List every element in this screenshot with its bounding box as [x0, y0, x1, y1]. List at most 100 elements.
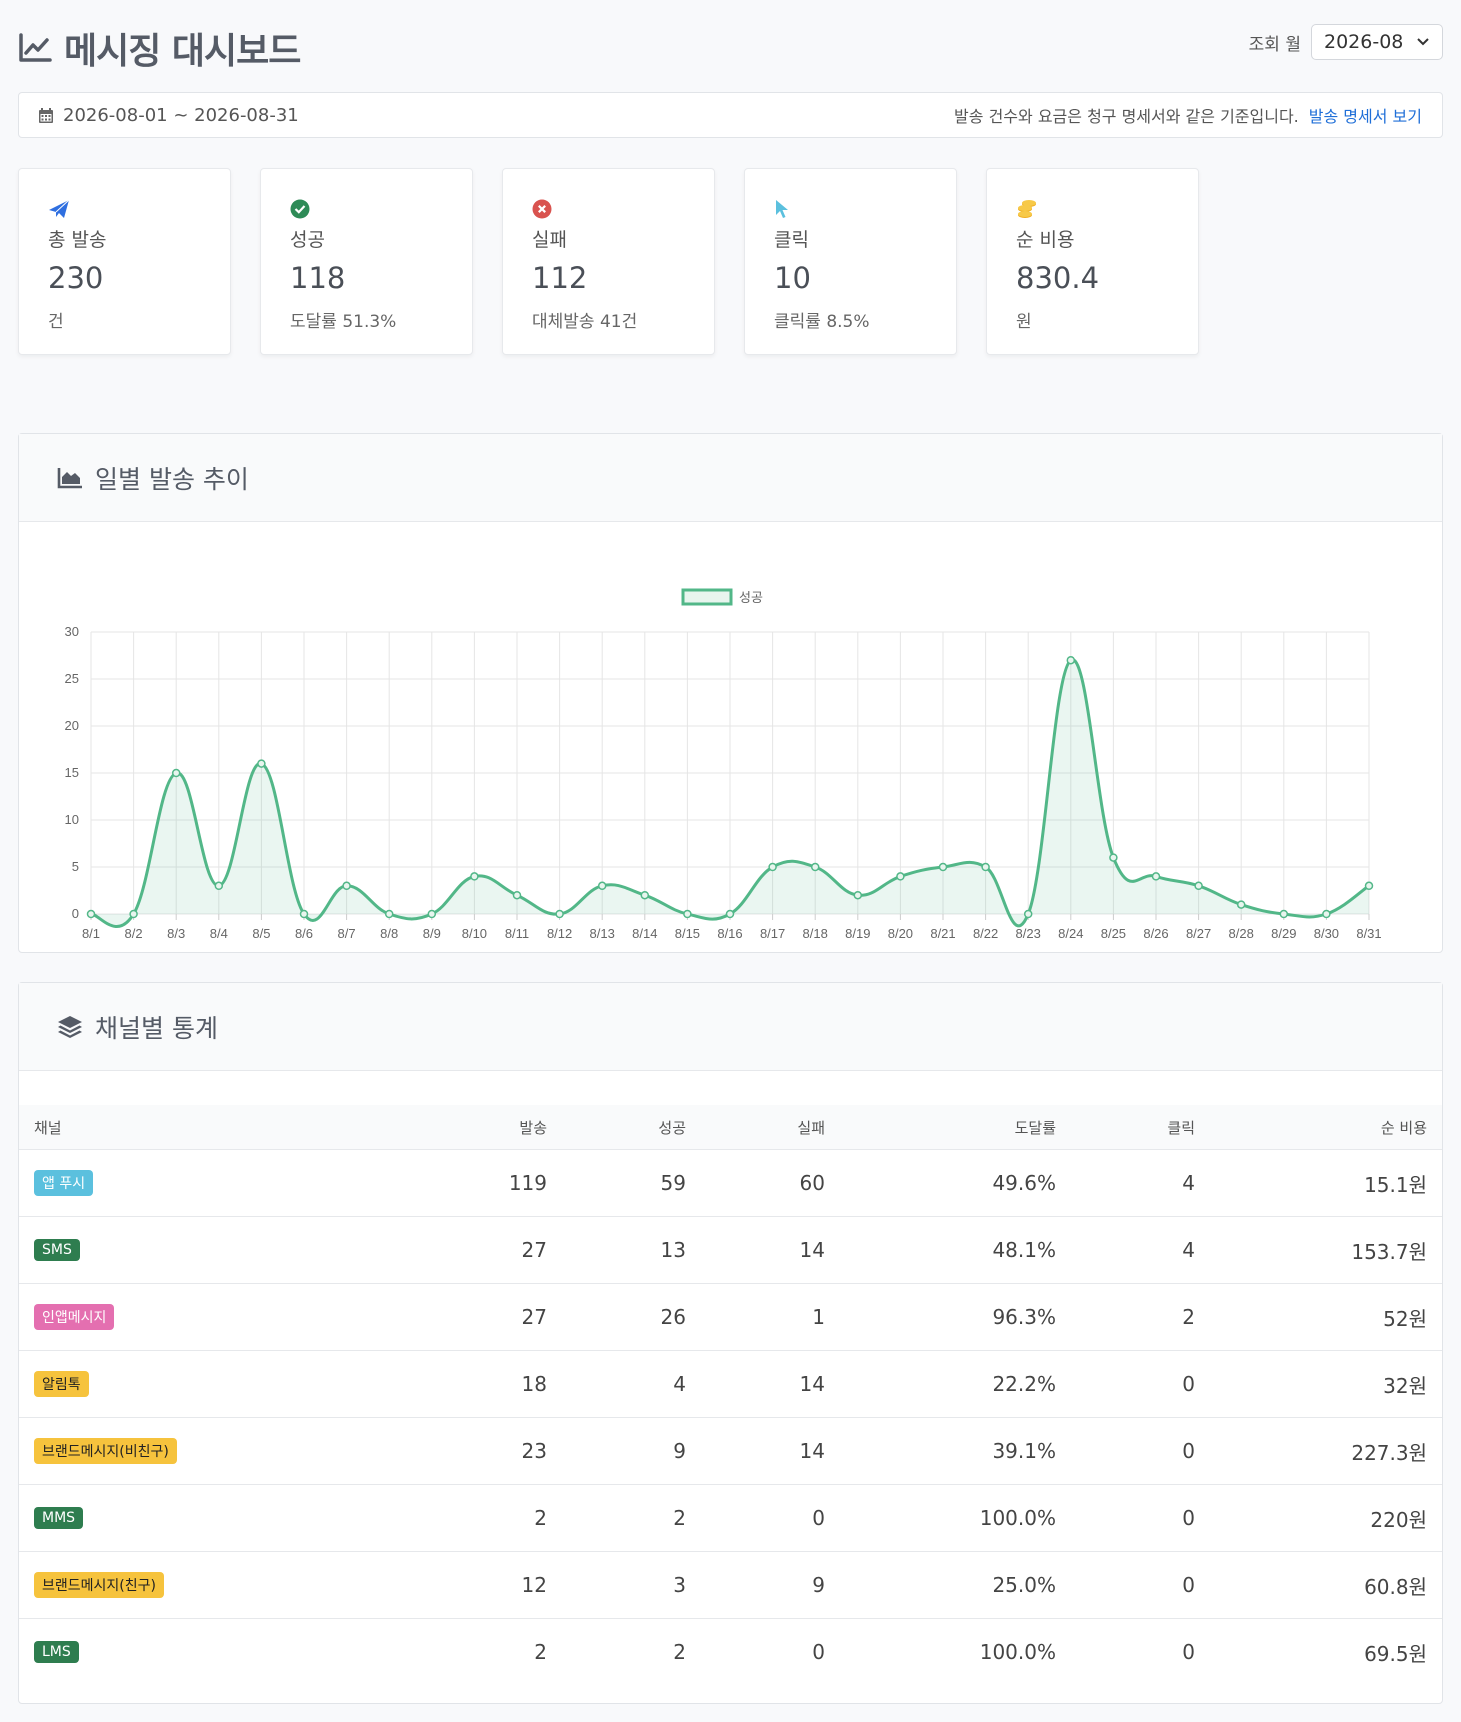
cell-success: 3: [673, 1573, 686, 1597]
y-tick-label: 30: [65, 624, 79, 639]
cell-send: 2: [534, 1506, 547, 1530]
x-tick-label: 8/17: [760, 926, 785, 941]
x-tick-label: 8/31: [1356, 926, 1381, 941]
col-header-fail: 실패: [797, 1118, 825, 1137]
cell-click: 0: [1182, 1439, 1195, 1463]
x-tick-label: 8/11: [505, 926, 529, 941]
cell-click: 0: [1182, 1573, 1195, 1597]
data-point: [1109, 853, 1118, 862]
panel-title: 채널별 통계: [95, 1013, 218, 1043]
cell-send: 18: [521, 1372, 547, 1396]
col-header-cost: 순 비용: [1380, 1118, 1427, 1137]
cursor-icon: [776, 200, 788, 218]
channel-badge: 알림톡: [34, 1371, 89, 1397]
x-tick-label: 8/2: [125, 926, 143, 941]
cell-rate: 48.1%: [992, 1238, 1056, 1262]
x-tick-label: 8/4: [210, 926, 228, 941]
data-point: [981, 862, 990, 872]
cell-success: 13: [660, 1238, 686, 1262]
stat-card-success: 성공 118 도달률 51.3%: [260, 168, 473, 355]
x-tick-label: 8/5: [252, 926, 270, 941]
statement-link[interactable]: 발송 명세서 보기: [1308, 107, 1422, 126]
x-tick-label: 8/10: [462, 926, 487, 941]
table-row: 브랜드메시지(비친구) 23 9 14 39.1% 0 227.3원: [19, 1418, 1442, 1485]
data-point: [342, 881, 351, 891]
daily-trend-chart: 0 5 10 15 20 25 30 8/1 8/2 8/3 8/4 8/5 8/6 8/7 8/8 8/9 8…: [65, 588, 1382, 941]
x-tick-label: 8/12: [547, 926, 572, 941]
channel-badge: 인앱메시지: [34, 1304, 115, 1330]
data-point: [129, 909, 138, 919]
period-range-text: 2026-08-01 ~ 2026-08-31: [63, 104, 299, 126]
stat-card-cost: 순 비용 830.4 원: [986, 168, 1199, 355]
x-tick-label: 8/27: [1186, 926, 1211, 941]
line-chart-icon: [19, 33, 52, 62]
cell-rate: 96.3%: [992, 1305, 1056, 1329]
period-note-text: 발송 건수와 요금은 청구 명세서와 같은 기준입니다.: [954, 107, 1299, 126]
table-row: 인앱메시지 27 26 1 96.3% 2 52원: [19, 1284, 1442, 1351]
table-row: 앱 푸시 119 59 60 49.6% 4 15.1원: [19, 1150, 1442, 1217]
cell-fail: 60: [799, 1171, 825, 1195]
data-point: [597, 881, 607, 891]
page-title-text: 메시징 대시보드: [64, 31, 301, 72]
cell-fail: 14: [799, 1439, 825, 1463]
x-tick-label: 8/29: [1271, 926, 1296, 941]
data-point: [1194, 881, 1203, 891]
data-point: [1066, 655, 1076, 665]
data-point: [896, 872, 905, 881]
data-point: [257, 759, 266, 768]
data-point: [427, 909, 437, 919]
header: 메시징 대시보드 조회 월 2026-08: [18, 20, 1443, 72]
x-circle-icon: [532, 199, 552, 219]
check-circle-icon: [290, 199, 310, 219]
stat-card-total: 총 발송 230 건: [18, 168, 231, 355]
stat-sub: 도달률 51.3%: [290, 312, 397, 332]
channel-badge: MMS: [34, 1507, 84, 1529]
cell-rate: 22.2%: [992, 1372, 1056, 1396]
cell-fail: 0: [812, 1640, 825, 1664]
cell-click: 4: [1182, 1238, 1195, 1262]
col-header-channel: 채널: [34, 1118, 62, 1137]
cell-click: 0: [1182, 1640, 1195, 1664]
table-row: 알림톡 18 4 14 22.2% 0 32원: [19, 1351, 1442, 1418]
data-point: [214, 881, 224, 891]
data-point: [86, 909, 96, 919]
stat-card-click: 클릭 10 클릭률 8.5%: [744, 168, 957, 355]
stat-sub: 대체발송 41건: [532, 312, 638, 332]
data-point: [1023, 909, 1033, 919]
x-tick-label: 8/9: [423, 926, 441, 941]
month-select-value: 2026-08: [1324, 31, 1404, 53]
col-header-success: 성공: [658, 1118, 686, 1137]
data-point: [853, 890, 863, 900]
series-area: [91, 659, 1369, 927]
channel-badge: 브랜드메시지(비친구): [34, 1438, 177, 1464]
stat-sub: 클릭률 8.5%: [774, 312, 870, 332]
stat-sub: 건: [48, 312, 64, 332]
table-row: LMS 2 2 0 100.0% 0 69.5원: [19, 1619, 1442, 1685]
chevron-down-icon: [1417, 38, 1429, 46]
period-note: 발송 건수와 요금은 청구 명세서와 같은 기준입니다. 발송 명세서 보기: [954, 103, 1422, 127]
cell-rate: 49.6%: [992, 1171, 1056, 1195]
x-tick-label: 8/24: [1058, 926, 1083, 941]
cell-cost: 227.3원: [1351, 1440, 1427, 1465]
y-tick-label: 20: [65, 718, 79, 733]
stat-label: 총 발송: [48, 229, 107, 251]
stat-card-fail: 실패 112 대체발송 41건: [502, 168, 715, 355]
stat-sub: 원: [1016, 312, 1032, 332]
table-header: 채널 발송 성공 실패 도달률 클릭 순 비용: [19, 1105, 1442, 1150]
data-point: [512, 890, 522, 900]
cell-fail: 14: [799, 1238, 825, 1262]
stat-label: 성공: [290, 229, 325, 251]
x-tick-label: 8/14: [632, 926, 657, 941]
cell-fail: 9: [812, 1573, 825, 1597]
cell-cost: 60.8원: [1364, 1574, 1427, 1599]
stat-value: 10: [774, 261, 811, 295]
x-tick-label: 8/21: [930, 926, 955, 941]
x-tick-label: 8/25: [1101, 926, 1126, 941]
stat-label: 클릭: [774, 229, 809, 251]
month-select[interactable]: 2026-08: [1311, 24, 1443, 60]
cell-send: 119: [508, 1171, 547, 1195]
data-point: [725, 909, 735, 919]
data-point: [640, 890, 650, 900]
y-tick-label: 0: [72, 906, 79, 921]
data-point: [470, 872, 479, 881]
